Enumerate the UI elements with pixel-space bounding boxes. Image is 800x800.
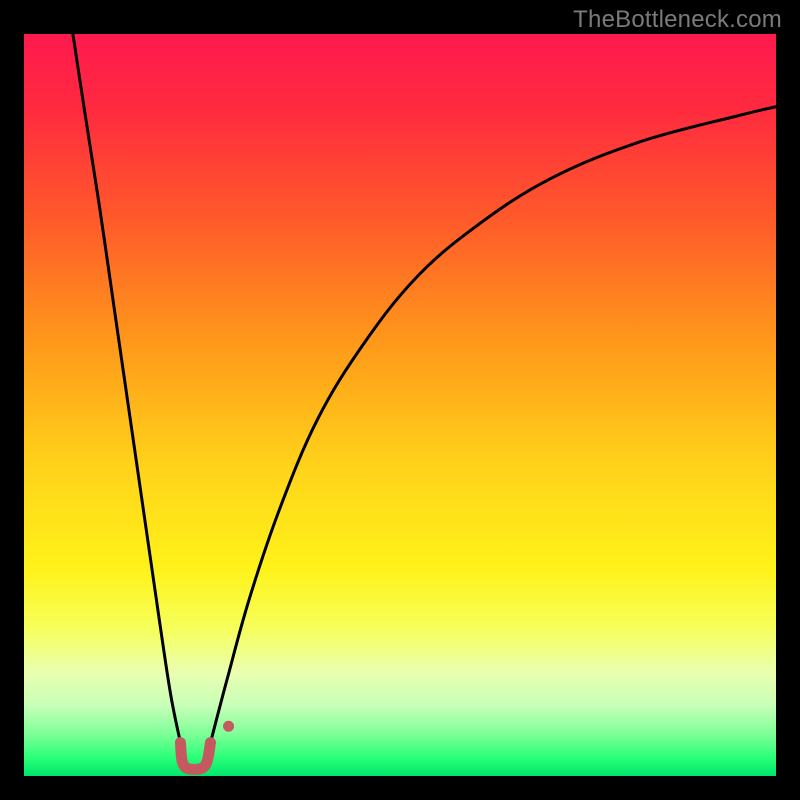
plot-svg <box>24 34 776 776</box>
bottleneck-dot <box>223 721 234 732</box>
watermark-text: TheBottleneck.com <box>573 6 782 34</box>
gradient-background <box>24 34 776 776</box>
plot-area <box>24 34 776 776</box>
